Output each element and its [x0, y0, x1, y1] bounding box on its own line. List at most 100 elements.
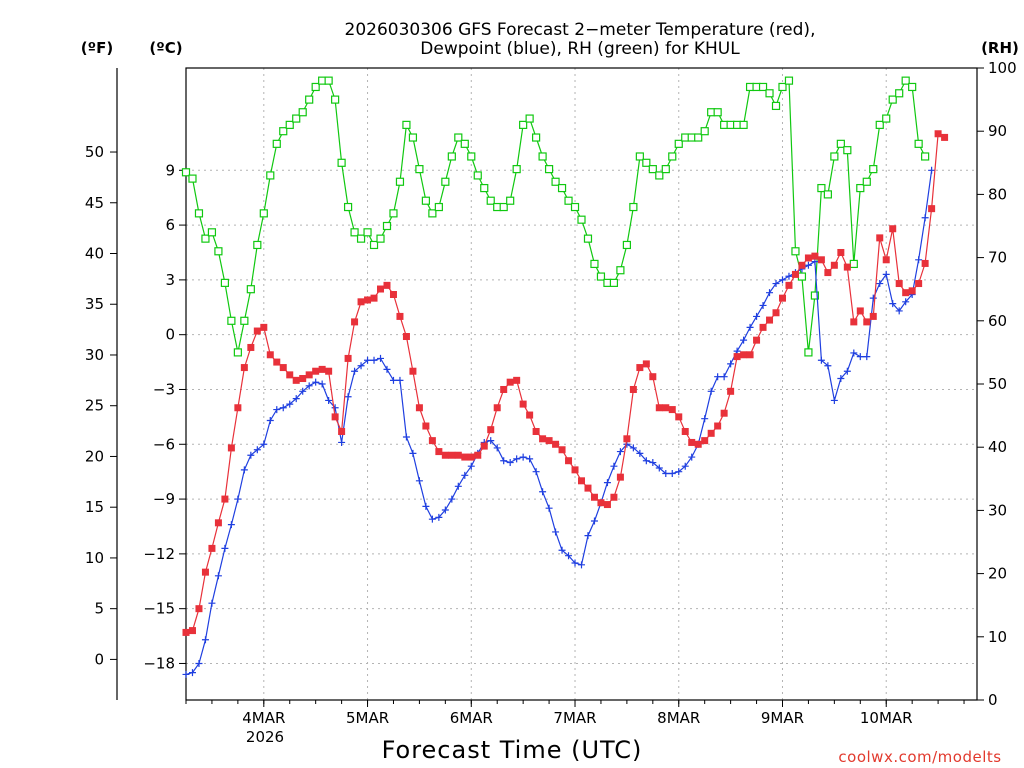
dew-marker	[616, 448, 624, 456]
temp-marker	[778, 294, 786, 302]
rh-tick-label: 40	[988, 438, 1007, 456]
dew-marker	[454, 482, 462, 490]
rh-marker	[590, 259, 599, 269]
f-tick-label: 30	[85, 346, 104, 364]
dew-marker	[214, 572, 222, 580]
rh-tick-label: 100	[988, 59, 1017, 77]
temp-marker	[772, 309, 780, 317]
rh-marker	[596, 272, 606, 281]
temp-marker	[480, 442, 488, 450]
rh-marker	[428, 209, 437, 218]
rh-unit-label: (RH)	[981, 39, 1019, 57]
rh-marker	[292, 114, 301, 123]
dew-marker	[435, 513, 443, 521]
rh-marker	[778, 82, 787, 92]
temp-marker	[688, 438, 696, 446]
rh-marker	[810, 291, 820, 300]
temp-marker	[428, 437, 436, 445]
dew-marker	[928, 166, 936, 174]
temp-marker	[344, 354, 352, 362]
dew-marker	[227, 521, 235, 529]
f-tick-label: 5	[94, 600, 104, 618]
dew-marker	[578, 561, 585, 569]
temp-marker	[208, 544, 216, 552]
c-tick-label: −18	[143, 654, 175, 672]
rh-marker	[823, 190, 832, 199]
temp-marker	[331, 413, 339, 421]
dew-marker	[331, 404, 339, 412]
temp-marker	[448, 451, 456, 459]
rh-marker	[519, 120, 528, 129]
rh-marker	[499, 202, 508, 212]
rh-marker	[454, 133, 463, 142]
rh-marker	[875, 120, 884, 129]
dew-marker	[448, 495, 456, 503]
rh-marker	[512, 165, 521, 174]
dew-marker	[863, 353, 871, 361]
temp-marker	[370, 294, 378, 302]
temp-marker	[590, 493, 598, 501]
temp-marker	[266, 351, 274, 359]
temp-marker	[389, 290, 397, 298]
temp-marker	[571, 466, 579, 474]
temp-marker	[234, 404, 242, 412]
dew-marker	[402, 433, 410, 441]
dew-marker	[351, 367, 359, 375]
rh-marker	[862, 177, 871, 186]
dew-marker	[675, 468, 683, 476]
temp-marker	[701, 437, 709, 445]
rh-marker	[506, 196, 515, 205]
rh-marker	[577, 215, 586, 224]
temp-marker	[766, 316, 774, 324]
c-tick-label: 9	[165, 161, 175, 179]
dew-marker	[253, 446, 261, 454]
dew-marker	[325, 396, 333, 404]
rh-marker	[337, 158, 346, 167]
dew-marker	[370, 356, 378, 364]
temp-marker	[740, 351, 748, 359]
temp-marker	[863, 318, 871, 326]
rh-marker	[765, 89, 774, 98]
temp-marker	[746, 351, 754, 359]
temp-marker	[694, 440, 702, 448]
temp-marker	[474, 451, 482, 459]
dew-marker	[746, 323, 754, 331]
x-tick-label: 8MAR	[657, 709, 700, 727]
dew-marker	[487, 437, 495, 445]
rh-marker	[856, 183, 865, 193]
plot-frame	[185, 67, 978, 701]
celsius-unit-label: (ºC)	[149, 39, 182, 57]
dew-marker	[240, 466, 248, 474]
rh-marker	[648, 165, 657, 174]
dew-marker	[817, 356, 825, 364]
dew-marker	[804, 261, 812, 269]
dew-marker	[286, 400, 294, 408]
dew-marker	[610, 462, 618, 470]
dew-marker	[461, 471, 469, 479]
dew-marker	[707, 387, 715, 395]
c-tick-label: 0	[165, 326, 175, 344]
dew-marker	[526, 455, 534, 463]
rh-marker	[739, 120, 748, 129]
rh-marker	[460, 139, 469, 148]
x-tick-label: 5MAR	[346, 709, 389, 727]
temp-marker	[519, 400, 527, 408]
temp-marker	[273, 358, 281, 366]
rh-marker	[836, 139, 845, 148]
dew-marker	[396, 376, 404, 384]
dew-marker	[830, 396, 838, 404]
c-tick-label: −12	[143, 545, 175, 563]
rh-marker	[473, 171, 482, 180]
temp-marker	[889, 225, 897, 233]
temp-marker	[279, 364, 287, 372]
temp-marker	[629, 385, 637, 393]
temp-marker	[824, 269, 832, 277]
rh-marker	[797, 272, 807, 281]
dew-marker	[247, 451, 255, 459]
temp-marker	[714, 422, 722, 430]
rh-marker	[635, 152, 644, 161]
temp-marker	[506, 378, 514, 386]
rh-marker	[324, 76, 333, 85]
temp-marker	[461, 453, 469, 461]
dew-marker	[182, 670, 190, 678]
